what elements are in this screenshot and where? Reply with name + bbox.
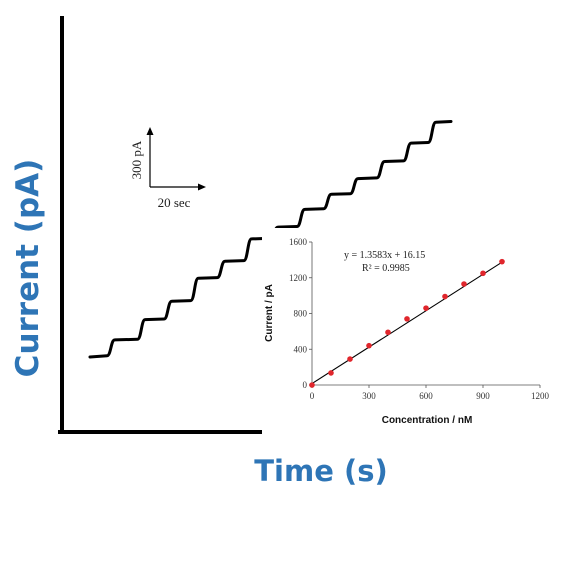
scale-bar-current-label: 300 pA bbox=[129, 140, 144, 179]
scale-bar: 300 pA 20 sec bbox=[129, 127, 206, 210]
inset-x-tick-label: 600 bbox=[419, 391, 433, 401]
inset-data-point bbox=[480, 270, 486, 277]
inset-x-tick-label: 0 bbox=[310, 391, 315, 401]
inset-data-point bbox=[347, 356, 353, 362]
inset-data-point bbox=[309, 382, 315, 388]
main-x-axis-label: Time (s) bbox=[254, 454, 387, 488]
inset-x-tick-label: 1200 bbox=[531, 391, 550, 401]
inset-data-point bbox=[328, 370, 334, 376]
inset-fit-equation: y = 1.3583x + 16.15 bbox=[344, 250, 425, 261]
inset-background bbox=[262, 228, 588, 436]
inset-data-point bbox=[366, 342, 372, 349]
inset-y-tick-label: 800 bbox=[294, 309, 308, 319]
inset-y-tick-label: 0 bbox=[303, 380, 308, 390]
inset-x-tick-label: 300 bbox=[362, 391, 376, 401]
inset-data-point bbox=[385, 329, 391, 336]
inset-fit-line bbox=[311, 261, 503, 385]
scale-bar-time-label: 20 sec bbox=[158, 195, 191, 210]
scale-bar-up-arrow bbox=[146, 127, 154, 135]
inset-y-tick-label: 1200 bbox=[289, 273, 308, 283]
scale-bar-right-arrow bbox=[198, 183, 206, 191]
main-y-axis-label: Current (pA) bbox=[10, 159, 46, 378]
inset-y-tick-label: 1600 bbox=[289, 237, 308, 247]
calibration-inset: 0 400 800 1200 1600 0 300 600 900 1200 y = 1.358… bbox=[262, 228, 588, 436]
inset-y-axis-label: Current / pA bbox=[264, 284, 275, 342]
inset-data-point bbox=[499, 258, 505, 265]
inset-data-point bbox=[423, 305, 429, 311]
inset-x-tick-label: 900 bbox=[476, 391, 490, 401]
inset-data-point bbox=[404, 316, 410, 322]
inset-data-point bbox=[442, 293, 448, 300]
inset-y-tick-label: 400 bbox=[294, 344, 308, 354]
inset-x-axis-label: Concentration / nM bbox=[382, 415, 473, 426]
inset-data-point bbox=[461, 281, 467, 287]
inset-r-squared: R² = 0.9985 bbox=[362, 263, 410, 274]
